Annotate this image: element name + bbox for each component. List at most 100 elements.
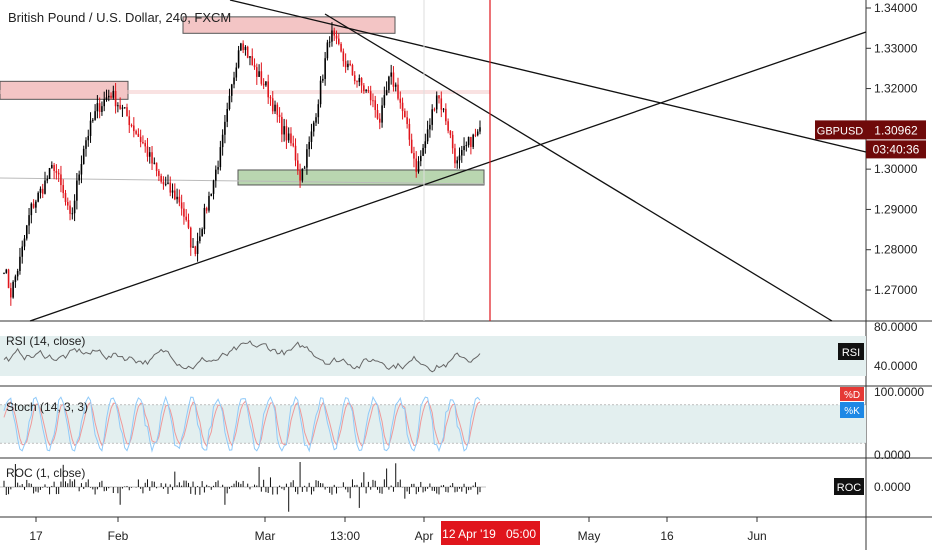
descending-trendline-long[interactable] xyxy=(229,0,867,153)
rsi-badge-label: RSI xyxy=(842,347,860,359)
candle-body xyxy=(66,201,69,206)
candle-body xyxy=(69,205,71,214)
candle-body xyxy=(438,95,440,99)
candle-body xyxy=(176,196,178,200)
descending-trendline-steep[interactable] xyxy=(324,13,833,322)
candle-body xyxy=(422,147,424,156)
rsi-band xyxy=(0,336,866,376)
countdown-label: 03:40:36 xyxy=(873,142,920,156)
candle-body xyxy=(37,192,39,202)
candle-body xyxy=(417,161,420,172)
candle-body xyxy=(39,188,42,193)
candle-body xyxy=(28,215,30,226)
candle-body xyxy=(208,195,210,211)
candle-body xyxy=(431,109,433,125)
candle-body xyxy=(470,137,472,147)
candle-body xyxy=(126,107,128,117)
roc-label: ROC (1, close) xyxy=(6,466,85,480)
price-tick-label: 1.32000 xyxy=(874,82,918,96)
candle-body xyxy=(199,236,201,242)
horizontal-ray[interactable] xyxy=(0,177,485,185)
candle-body xyxy=(372,100,374,102)
candle-body xyxy=(445,108,447,122)
candle-body xyxy=(451,134,454,149)
candle-body xyxy=(317,104,320,118)
candle-body xyxy=(406,117,408,124)
candle-body xyxy=(435,95,438,110)
candle-body xyxy=(460,150,463,156)
candle-body xyxy=(87,135,90,141)
candle-body xyxy=(303,167,306,169)
candle-body xyxy=(25,225,28,239)
candle-body xyxy=(110,95,112,98)
candle-body xyxy=(219,147,222,168)
candle-body xyxy=(442,108,445,110)
candle-body xyxy=(105,97,108,100)
candle-body xyxy=(349,63,351,66)
candle-body xyxy=(479,127,481,132)
chart-drawings[interactable] xyxy=(0,0,867,322)
price-tick-label: 1.33000 xyxy=(874,41,918,55)
candle-body xyxy=(363,85,365,92)
candle-body xyxy=(242,43,244,51)
candle-body xyxy=(189,227,192,248)
price-tick-label: 1.34000 xyxy=(874,1,918,15)
candle-body xyxy=(153,162,156,164)
candle-body xyxy=(260,71,263,84)
candle-body xyxy=(463,145,465,151)
candle-body xyxy=(415,158,418,172)
candle-body xyxy=(139,136,142,142)
candle-body xyxy=(76,180,78,201)
candle-body xyxy=(30,203,33,216)
candle-body xyxy=(253,65,256,68)
ascending-trendline[interactable] xyxy=(29,31,867,322)
candle-body xyxy=(62,185,65,194)
candle-body xyxy=(151,152,153,164)
candle-body xyxy=(258,71,260,77)
candle-body xyxy=(123,107,126,109)
candle-body xyxy=(271,98,274,112)
candle-body xyxy=(19,256,21,271)
candle-body xyxy=(178,196,181,203)
candle-body xyxy=(335,35,338,39)
candle-body xyxy=(353,75,356,82)
candle-body xyxy=(333,30,336,36)
rsi-badge xyxy=(838,343,864,360)
resistance-zone-top[interactable] xyxy=(182,16,396,34)
candle-body xyxy=(35,201,37,208)
time-tick-label: Mar xyxy=(255,529,276,543)
candle-body xyxy=(130,125,133,127)
candle-body xyxy=(240,43,242,51)
candle-body xyxy=(374,100,377,111)
time-tick-label: May xyxy=(578,529,601,543)
candle-body xyxy=(23,238,26,247)
candle-body xyxy=(217,167,219,170)
candle-body xyxy=(324,58,326,79)
price-tick-label: 1.29000 xyxy=(874,202,918,216)
candle-body xyxy=(142,141,144,144)
candle-body xyxy=(224,121,226,135)
candle-body xyxy=(135,131,137,134)
candle-body xyxy=(249,56,251,58)
candle-body xyxy=(146,146,149,157)
candle-body xyxy=(385,90,388,96)
candle-body xyxy=(456,160,459,164)
candle-body xyxy=(276,104,279,115)
candle-body xyxy=(404,111,406,118)
candle-body xyxy=(290,133,292,144)
candle-body xyxy=(287,133,290,141)
rsi-tick-label: 40.0000 xyxy=(874,359,918,373)
candle-body xyxy=(472,134,474,147)
candle-body xyxy=(167,182,169,184)
stoch-d-badge-label: %D xyxy=(844,390,860,401)
candle-body xyxy=(378,118,381,123)
time-axis: 17 Feb Mar 13:00 Apr May 16 Jun 12 Apr '19 05:00 xyxy=(29,517,767,545)
price-tick-label: 1.27000 xyxy=(874,283,918,297)
stoch-d-line xyxy=(3,400,481,448)
candle-body xyxy=(474,134,477,136)
candle-body xyxy=(103,99,106,107)
candle-body xyxy=(41,188,44,194)
resistance-zone-left[interactable] xyxy=(0,80,129,100)
